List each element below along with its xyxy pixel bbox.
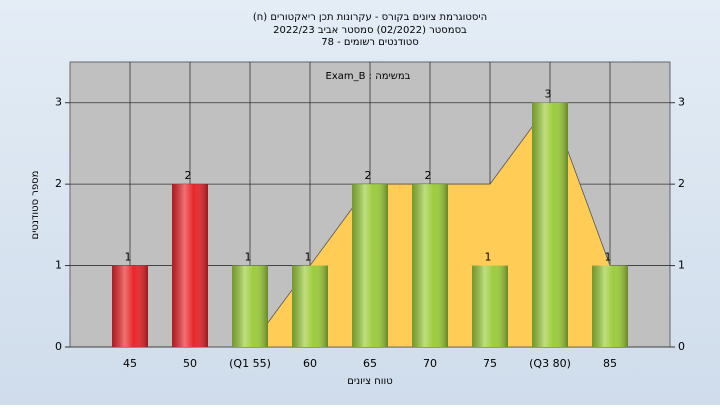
annotation: Exam_B : במשימה [326, 71, 411, 82]
chart-title: (היסטוגרמת ציונים בקורס - עקרונות תכן רי… [253, 12, 487, 23]
y-tick-label: 0 [55, 340, 62, 353]
value-label: 1 [485, 251, 492, 264]
bar-shade [592, 265, 628, 347]
y2-tick-label: 3 [678, 96, 685, 109]
bar-shade [232, 265, 268, 347]
x-tick-label: 65 [363, 357, 377, 370]
subtitle: בסמסטר (02/2022) סמסטר אביב 2022/23 [273, 25, 467, 36]
value-label: 1 [245, 251, 252, 264]
x-tick-label: (Q1 55) [229, 357, 271, 370]
bar-shade [352, 184, 388, 347]
bar-shade [112, 265, 148, 347]
subtitle: סטודנטים רשומים - 78 [321, 37, 419, 48]
x-tick-label: 50 [183, 357, 197, 370]
bar-shade [412, 184, 448, 347]
x-tick-label: (Q3 80) [529, 357, 571, 370]
y2-tick-label: 0 [678, 340, 685, 353]
y2-tick-label: 1 [678, 259, 685, 272]
bar-shade [472, 265, 508, 347]
y-tick-label: 2 [55, 177, 62, 190]
value-label: 2 [425, 169, 432, 182]
y-tick-label: 1 [55, 259, 62, 272]
bar-shade [172, 184, 208, 347]
x-tick-label: 70 [423, 357, 437, 370]
value-label: 2 [365, 169, 372, 182]
x-tick-label: 45 [123, 357, 137, 370]
x-tick-label: 85 [603, 357, 617, 370]
value-label: 2 [185, 169, 192, 182]
value-label: 1 [305, 251, 312, 264]
x-tick-label: 60 [303, 357, 317, 370]
y2-tick-label: 2 [678, 177, 685, 190]
bar-shade [532, 102, 568, 347]
x-axis-label: טווח ציונים [347, 376, 392, 387]
bar-shade [292, 265, 328, 347]
value-label: 3 [545, 88, 552, 101]
value-label: 1 [605, 251, 612, 264]
y-tick-label: 3 [55, 96, 62, 109]
x-tick-label: 75 [483, 357, 497, 370]
value-label: 1 [125, 251, 132, 264]
y-axis-label: מספר סטודנטים [30, 171, 41, 240]
